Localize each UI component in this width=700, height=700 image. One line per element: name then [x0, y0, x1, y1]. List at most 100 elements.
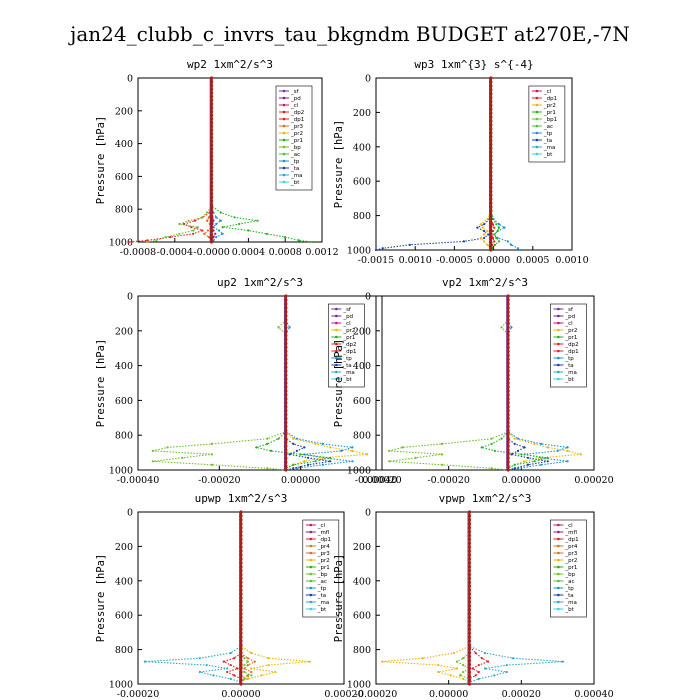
profile-marker	[489, 232, 493, 236]
series-point-tp	[215, 235, 218, 239]
profile-marker	[210, 76, 214, 80]
panel-6: vpwp 1xm^2/s^3 Pressure [hPa] 0 200 400 600 80…	[333, 492, 614, 700]
series-point-pr1	[233, 216, 236, 219]
x-tick-label: 0.0004	[232, 247, 265, 258]
series-point-bp	[166, 446, 169, 449]
series-point-tp	[215, 222, 218, 226]
legend-marker	[557, 551, 560, 555]
legend-marker	[557, 363, 560, 367]
profile-marker	[284, 349, 288, 353]
profile-marker	[239, 541, 243, 545]
profile-marker	[239, 651, 243, 655]
y-tick-label: 600	[353, 611, 371, 622]
profile-marker	[284, 333, 288, 338]
profile-marker	[489, 158, 493, 162]
series-point-dp1	[201, 229, 204, 232]
plot-frame	[137, 295, 383, 471]
profile-marker	[284, 401, 288, 405]
series-point-tp	[340, 449, 343, 452]
series-point-ma	[511, 657, 515, 660]
legend-entry: _ac	[564, 579, 574, 585]
x-tick-label: 0.0012	[305, 247, 338, 258]
series-point-bp	[440, 463, 444, 466]
y-axis-label: Pressure [hPa]	[95, 554, 107, 643]
y-tick-label: 1000	[347, 246, 371, 257]
legend-marker	[282, 166, 286, 170]
legend-marker	[557, 342, 560, 346]
series-bp	[240, 512, 253, 684]
series-point-bp	[440, 453, 444, 456]
profile-marker	[506, 464, 510, 468]
legend-entry: _cl	[342, 321, 351, 327]
profile-marker	[489, 131, 493, 135]
profile-marker	[239, 623, 243, 627]
profile-marker	[239, 682, 243, 686]
profile-marker	[506, 460, 510, 464]
profile-marker	[506, 353, 510, 357]
profile-marker	[284, 361, 288, 365]
profile-marker	[239, 522, 243, 526]
profile-marker	[210, 199, 214, 203]
profile-marker	[239, 537, 243, 541]
series-point-ta	[523, 446, 526, 449]
y-tick-label: 800	[115, 431, 133, 442]
series-point-pr2	[250, 651, 253, 655]
legend-marker	[309, 600, 313, 604]
legend-marker	[335, 335, 338, 339]
profile-marker	[489, 154, 493, 158]
x-tick-label: 0.00020	[324, 689, 363, 700]
profile-marker	[467, 549, 472, 553]
legend-entry: _bt	[290, 180, 300, 186]
profile-marker	[506, 318, 510, 322]
series-point-ma	[143, 660, 146, 663]
series-point-pr1	[292, 463, 295, 466]
series-point-ma	[198, 670, 201, 674]
profile-marker	[467, 557, 472, 561]
x-tick-label: 0.0010	[555, 255, 588, 266]
profile-marker	[210, 210, 214, 214]
profile-marker	[210, 229, 214, 233]
series-point-ta	[513, 442, 516, 445]
legend-marker	[282, 152, 286, 156]
legend-box	[550, 303, 587, 388]
profile-marker	[467, 643, 472, 647]
profile-marker	[489, 80, 493, 84]
legend-entry: _dp1	[290, 117, 304, 123]
series-point-pr2	[437, 670, 440, 674]
profile-marker	[210, 139, 214, 143]
legend-marker	[309, 551, 313, 555]
legend-entry: _bt	[564, 607, 574, 613]
series-point-pr3	[246, 657, 249, 660]
profile-marker	[210, 91, 214, 95]
profile-marker	[284, 302, 288, 306]
profile-marker	[284, 369, 288, 373]
series-point-ta	[295, 449, 299, 452]
profile-marker	[239, 588, 243, 592]
series-point-bp	[146, 240, 149, 244]
profile-marker	[489, 88, 493, 92]
series-point-pr1	[493, 449, 497, 452]
profile-marker	[284, 318, 288, 322]
profile-marker	[239, 678, 243, 682]
series-point-pr2	[486, 243, 489, 246]
profile-marker	[506, 428, 510, 433]
series-point-ma	[229, 677, 232, 680]
profile-marker	[239, 572, 243, 577]
series-point-ma	[561, 660, 564, 663]
profile-marker	[210, 169, 214, 173]
legend-marker	[309, 572, 313, 576]
profile-marker	[506, 294, 510, 298]
series-point-pr3	[207, 235, 210, 239]
profile-marker	[284, 353, 288, 357]
profile-marker	[506, 416, 510, 421]
series-point-bp	[210, 463, 214, 466]
x-tick-label: -0.0004	[157, 247, 193, 258]
y-tick-label: 400	[115, 361, 133, 372]
y-axis-label: Pressure [hPa]	[95, 339, 107, 428]
series-point-pr2	[329, 446, 332, 449]
profile-marker	[467, 600, 472, 604]
series-pr2	[382, 512, 470, 684]
series-point-pr2	[462, 677, 465, 680]
y-tick-label: 200	[115, 542, 133, 553]
series-point-bp	[250, 674, 253, 677]
